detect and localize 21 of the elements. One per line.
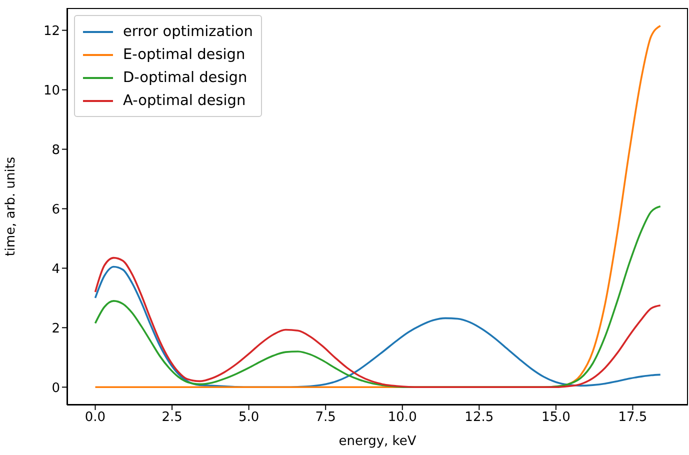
- legend-label: error optimization: [123, 24, 253, 40]
- x-axis-title: energy, keV: [338, 434, 416, 449]
- x-tick-label: 15.0: [541, 410, 570, 426]
- y-tick-label: 4: [52, 262, 60, 277]
- x-tick-label: 0.0: [84, 410, 106, 426]
- y-tick-label: 2: [52, 321, 60, 336]
- x-tick-label: 12.5: [464, 410, 494, 426]
- legend-label: E-optimal design: [123, 46, 246, 62]
- y-tick-label: 12: [43, 24, 60, 39]
- y-tick-label: 10: [43, 83, 60, 98]
- y-tick-label: 0: [52, 380, 60, 396]
- x-tick-label: 17.5: [618, 410, 648, 426]
- legend-label: A-optimal design: [123, 92, 246, 108]
- legend-label: D-optimal design: [123, 70, 248, 86]
- y-tick-label: 6: [52, 202, 60, 218]
- x-tick-label: 7.5: [315, 410, 336, 426]
- y-tick-label: 8: [52, 142, 60, 158]
- y-axis-title: time, arb. units: [4, 156, 19, 256]
- x-tick-label: 2.5: [162, 410, 182, 426]
- x-tick-label: 10.0: [388, 410, 417, 426]
- x-tick-label: 5.0: [238, 410, 260, 426]
